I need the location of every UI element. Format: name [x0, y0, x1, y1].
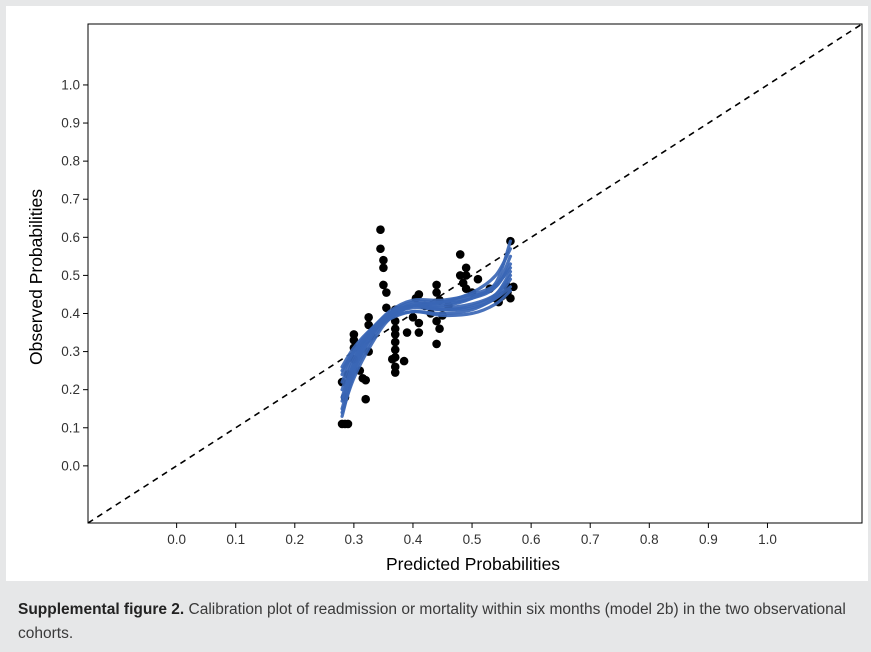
- y-tick-label: 0.2: [61, 382, 80, 397]
- data-point: [382, 303, 391, 313]
- y-axis: 0.0 0.1 0.2 0.3 0.4 0.5 0.6 0.7 0.8 0.9 1.0: [61, 77, 88, 473]
- x-tick-label: 0.9: [699, 532, 718, 547]
- x-tick-label: 0.1: [226, 532, 245, 547]
- y-tick-label: 0.1: [61, 420, 80, 435]
- data-point: [408, 313, 418, 322]
- calibration-plot: 0.0 0.1 0.2 0.3 0.4 0.5 0.6 0.7 0.8 0.9 1.0 0.0 0.1…: [26, 23, 863, 574]
- x-axis-label: Predicted Probabilities: [386, 554, 560, 574]
- calibration-curve: [340, 262, 513, 403]
- data-point: [473, 274, 483, 284]
- reference-line-layer: [87, 23, 863, 524]
- chart-card: 0.0 0.1 0.2 0.3 0.4 0.5 0.6 0.7 0.8 0.9 1.0 0.0 0.1…: [6, 6, 868, 581]
- x-tick-label: 0.0: [167, 532, 186, 547]
- caption-text: Calibration plot of readmission or morta…: [18, 601, 846, 642]
- y-tick-label: 0.3: [61, 344, 80, 359]
- x-axis: 0.0 0.1 0.2 0.3 0.4 0.5 0.6 0.7 0.8 0.9 1.0: [167, 523, 777, 547]
- data-point: [414, 290, 424, 299]
- data-point: [376, 244, 385, 254]
- y-tick-label: 0.7: [61, 192, 80, 207]
- points-layer: [337, 225, 518, 429]
- data-point: [414, 318, 424, 328]
- data-point: [455, 250, 465, 259]
- calibration-curve: [340, 266, 513, 392]
- data-point: [390, 345, 400, 354]
- data-point: [364, 313, 373, 322]
- x-tick-label: 0.7: [581, 532, 600, 547]
- y-tick-label: 0.9: [61, 116, 80, 131]
- data-point: [364, 320, 373, 330]
- curves-layer: [340, 239, 513, 418]
- data-point: [376, 225, 385, 234]
- data-point: [390, 362, 400, 372]
- data-point: [435, 324, 444, 334]
- data-point: [461, 263, 471, 273]
- y-tick-label: 0.0: [61, 458, 80, 473]
- data-point: [432, 339, 441, 349]
- x-tick-label: 0.8: [640, 532, 659, 547]
- data-point: [414, 328, 424, 337]
- data-point: [461, 271, 471, 280]
- data-point: [506, 293, 515, 303]
- figure-caption: Supplemental figure 2. Calibration plot …: [18, 598, 858, 646]
- data-point: [432, 280, 441, 290]
- data-point: [402, 328, 412, 337]
- reference-line: [87, 23, 863, 524]
- calibration-curve: [340, 289, 513, 373]
- data-point: [432, 316, 441, 326]
- data-point: [455, 271, 465, 280]
- data-point: [390, 353, 400, 362]
- x-tick-label: 0.6: [522, 532, 541, 547]
- caption-label: Supplemental figure 2.: [18, 601, 185, 618]
- data-point: [399, 356, 409, 366]
- x-tick-label: 0.2: [285, 532, 304, 547]
- data-point: [390, 324, 400, 334]
- data-point: [382, 288, 391, 297]
- data-point: [509, 282, 518, 292]
- data-point: [349, 330, 359, 339]
- plot-border: [87, 23, 863, 524]
- y-tick-label: 0.5: [61, 268, 80, 283]
- data-point: [361, 394, 370, 404]
- x-tick-label: 0.4: [404, 532, 423, 547]
- data-point: [361, 375, 370, 385]
- data-point: [379, 263, 388, 273]
- data-point: [379, 255, 388, 265]
- calibration-curve: [340, 247, 513, 415]
- y-tick-label: 0.6: [61, 230, 80, 245]
- data-point: [379, 280, 388, 290]
- data-point: [432, 288, 441, 297]
- y-tick-label: 1.0: [61, 77, 80, 92]
- y-tick-label: 0.8: [61, 154, 80, 169]
- y-tick-label: 0.4: [61, 306, 80, 321]
- x-tick-label: 0.3: [344, 532, 363, 547]
- x-tick-label: 0.5: [463, 532, 482, 547]
- data-point: [343, 419, 353, 429]
- data-point: [390, 337, 400, 347]
- x-tick-label: 1.0: [758, 532, 777, 547]
- y-axis-label: Observed Probabilities: [26, 189, 46, 365]
